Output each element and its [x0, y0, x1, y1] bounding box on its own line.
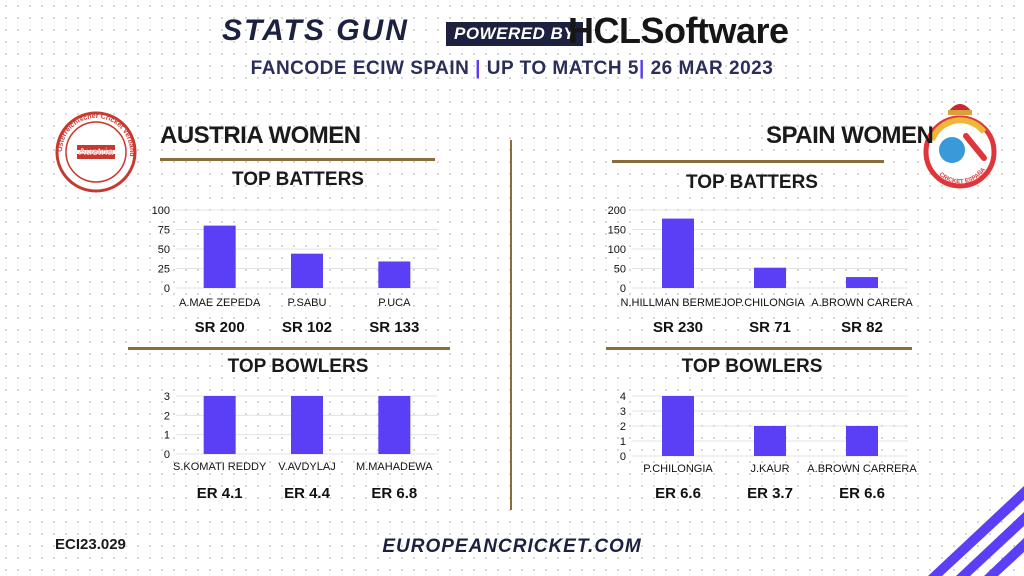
bar	[203, 396, 236, 454]
category-label: A.BROWN CARERA	[811, 297, 913, 309]
separator: |	[475, 58, 481, 79]
stat-label: SR 133	[369, 319, 419, 336]
decorative-stripes	[928, 486, 1024, 576]
graphic-code: ECI23.029	[55, 536, 126, 553]
austria-cricket-logo: Österreichischer Cricket Verband Austria	[55, 111, 137, 193]
tournament-name: FANCODE ECIW SPAIN	[250, 58, 470, 79]
category-label: P.SABU	[288, 297, 327, 309]
bar	[662, 396, 694, 456]
stat-label: ER 6.8	[371, 485, 417, 502]
category-label: P.CHILONGIA	[735, 297, 805, 309]
stat-label: SR 82	[841, 319, 883, 336]
y-tick-label: 2	[164, 410, 170, 422]
bar	[378, 396, 411, 454]
category-label: M.MAHADEWA	[356, 461, 433, 473]
bar	[378, 261, 411, 288]
category-label: A.MAE ZEPEDA	[179, 297, 261, 309]
y-tick-label: 200	[608, 205, 626, 217]
bar	[846, 277, 878, 288]
bar	[203, 225, 236, 288]
website-link[interactable]: EUROPEANCRICKET.COM	[382, 536, 642, 557]
category-label: S.KOMATI REDDY	[173, 461, 267, 473]
y-tick-label: 50	[158, 244, 170, 256]
team-title-spain: SPAIN WOMEN	[766, 122, 934, 149]
category-label: P.UCA	[378, 297, 411, 309]
y-tick-label: 100	[152, 205, 170, 217]
section-title-spain-bowlers: TOP BOWLERS	[681, 356, 823, 377]
stat-label: ER 4.4	[284, 485, 331, 502]
match-range: UP TO MATCH 5	[486, 58, 639, 79]
bar	[754, 267, 786, 288]
stat-label: ER 4.1	[197, 485, 243, 502]
stat-label: ER 3.7	[747, 485, 793, 502]
divider	[128, 347, 450, 350]
stat-label: ER 6.6	[655, 485, 701, 502]
y-tick-label: 2	[620, 421, 626, 433]
page-subtitle: FANCODE ECIW SPAIN | UP TO MATCH 5| 26 M…	[0, 58, 1024, 80]
bar	[662, 218, 694, 288]
stat-label: SR 230	[653, 319, 703, 336]
chart-spain-top-batters: 0 50 100 150 200 N.HILLMAN BERMEJO SR 230 P.CHI…	[608, 205, 914, 336]
stat-label: SR 200	[195, 319, 245, 336]
divider	[606, 347, 912, 350]
match-date: 26 MAR 2023	[650, 58, 774, 79]
y-tick-label: 0	[620, 283, 626, 295]
stat-label: SR 71	[749, 319, 791, 336]
bar	[754, 426, 786, 456]
logo-text: Austria	[79, 147, 114, 158]
category-label: A.BROWN CARRERA	[807, 463, 917, 475]
y-tick-label: 75	[158, 225, 170, 237]
stat-label: SR 102	[282, 319, 332, 336]
brand-title: STATS GUN	[222, 14, 409, 47]
y-tick-label: 100	[608, 244, 626, 256]
category-label: P.CHILONGIA	[643, 463, 713, 475]
y-tick-label: 0	[164, 283, 170, 295]
stat-label: ER 6.6	[839, 485, 885, 502]
y-tick-label: 4	[620, 391, 626, 403]
separator: |	[638, 58, 645, 79]
chart-austria-top-batters: 0 25 50 75 100 A.MAE ZEPEDA SR 200 P.SABU SR 102…	[152, 205, 438, 336]
powered-by-badge: POWERED BY	[446, 22, 584, 46]
section-title-austria-batters: TOP BATTERS	[232, 169, 364, 190]
section-title-austria-bowlers: TOP BOWLERS	[227, 356, 369, 377]
sponsor-logo-text: HCLSoftware	[568, 10, 789, 51]
team-title-austria: AUSTRIA WOMEN	[160, 122, 361, 149]
category-label: N.HILLMAN BERMEJO	[621, 297, 736, 309]
bar	[846, 426, 878, 456]
chart-spain-top-bowlers: 0 1 2 3 4 P.CHILONGIA ER 6.6 J.KAUR ER 3.7 A.BROW…	[620, 391, 917, 502]
divider	[612, 160, 884, 163]
category-label: V.AVDYLAJ	[278, 461, 335, 473]
y-tick-label: 3	[620, 406, 626, 418]
center-divider	[510, 140, 512, 510]
y-tick-label: 0	[620, 451, 626, 463]
section-title-spain-batters: TOP BATTERS	[686, 172, 818, 193]
category-label: J.KAUR	[750, 463, 789, 475]
y-tick-label: 0	[164, 449, 170, 461]
spain-cricket-logo: CRICKET ESPAÑA	[923, 104, 997, 189]
bar	[291, 253, 323, 288]
divider	[160, 158, 435, 161]
y-tick-label: 50	[614, 264, 626, 276]
y-tick-label: 1	[620, 436, 626, 448]
y-tick-label: 1	[164, 430, 170, 442]
y-tick-label: 3	[164, 391, 170, 403]
y-tick-label: 25	[158, 264, 170, 276]
y-tick-label: 150	[608, 225, 626, 237]
chart-austria-top-bowlers: 0 1 2 3 S.KOMATI REDDY ER 4.1 V.AVDYLAJ ER 4.4 M…	[164, 391, 438, 502]
bar	[291, 396, 323, 454]
